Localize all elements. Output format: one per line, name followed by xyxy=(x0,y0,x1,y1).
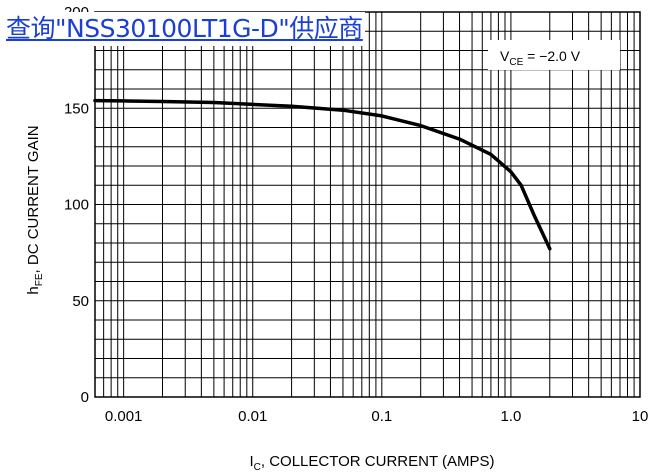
annotation-sub: CE xyxy=(509,57,523,68)
y-axis-label: hFE, DC CURRENT GAIN xyxy=(25,125,45,294)
series-line xyxy=(93,98,552,251)
y-tick-label: 0 xyxy=(81,389,89,406)
x-tick-label: 0.01 xyxy=(238,408,267,425)
x-tick-label: 10 xyxy=(632,408,649,425)
y-axis-label-rest: , DC CURRENT GAIN xyxy=(25,125,42,273)
grid-lines xyxy=(94,12,640,397)
annotation-rest: = −2.0 V xyxy=(523,48,580,64)
y-tick-label: 100 xyxy=(64,197,89,214)
x-tick-label: 1.0 xyxy=(500,408,521,425)
annotation-main: V xyxy=(500,48,510,64)
x-axis-label-main: I xyxy=(249,453,253,470)
x-axis-label-rest: , COLLECTOR CURRENT (AMPS) xyxy=(261,453,495,470)
x-axis-label: IC, COLLECTOR CURRENT (AMPS) xyxy=(249,453,494,473)
x-tick-label: 0.001 xyxy=(105,408,143,425)
y-tick-label: 150 xyxy=(64,100,89,117)
x-axis-label-sub: C xyxy=(254,462,261,473)
y-axis-label-sub: FE xyxy=(34,273,45,286)
supplier-link[interactable]: 查询"NSS30100LT1G-D"供应商 xyxy=(6,12,365,46)
x-tick-label: 0.1 xyxy=(371,408,392,425)
y-axis-label-main: h xyxy=(25,286,42,294)
plot-frame xyxy=(94,11,641,398)
y-tick-label: 50 xyxy=(72,293,89,310)
svg-text:VCE = −2.0 V: VCE = −2.0 V xyxy=(500,48,581,68)
annotation-box: VCE = −2.0 V xyxy=(488,40,620,70)
